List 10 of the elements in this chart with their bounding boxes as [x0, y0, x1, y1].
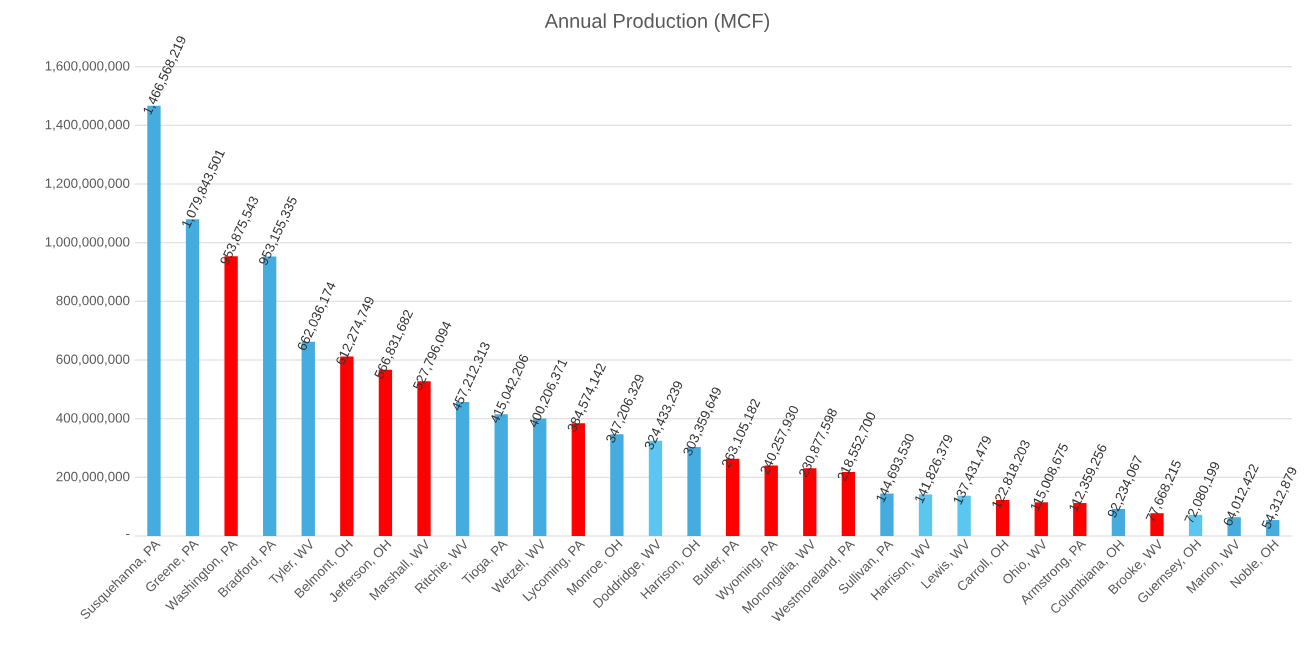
- y-tick-label: 400,000,000: [56, 413, 130, 425]
- y-tick-label: 1,400,000,000: [45, 119, 130, 131]
- y-tick-label: 200,000,000: [56, 471, 130, 483]
- y-tick-label: 1,600,000,000: [45, 61, 130, 73]
- y-tick-label: 800,000,000: [56, 295, 130, 307]
- y-tick-label: 1,200,000,000: [45, 178, 130, 190]
- y-tick-label: 600,000,000: [56, 354, 130, 366]
- y-tick-label: 1,000,000,000: [45, 237, 130, 249]
- chart-title: Annual Production (MCF): [544, 13, 770, 32]
- y-tick-label: -: [126, 533, 130, 535]
